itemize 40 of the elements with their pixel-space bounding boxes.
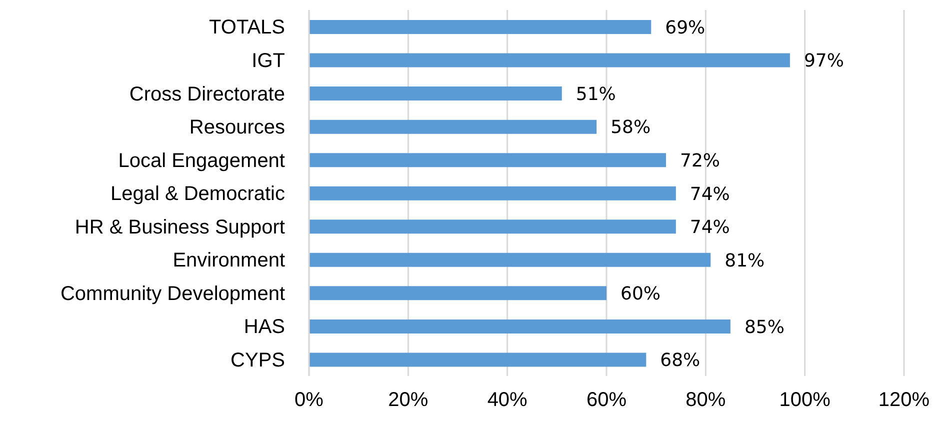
bar <box>309 220 676 234</box>
data-label: 74% <box>690 217 730 238</box>
data-label: 72% <box>680 150 720 172</box>
bar <box>309 53 790 68</box>
bar <box>309 252 711 267</box>
y-tick-label: Environment <box>172 250 286 272</box>
x-tick-label: 20% <box>388 389 428 412</box>
x-tick-label: 0% <box>294 389 324 412</box>
x-tick-label: 80% <box>686 389 726 412</box>
x-tick-label: 120% <box>878 389 930 412</box>
x-tick-label: 40% <box>487 389 528 412</box>
bar <box>309 319 730 334</box>
y-tick-label: IGT <box>252 50 285 72</box>
bar <box>309 120 597 134</box>
y-tick-label: HAS <box>244 316 285 338</box>
y-tick-label: Legal & Democratic <box>110 183 285 206</box>
data-label: 69% <box>665 17 706 38</box>
y-tick-label: Resources <box>189 116 285 139</box>
y-tick-label: TOTALS <box>209 16 285 39</box>
bar <box>309 352 646 367</box>
x-tick-label: 100% <box>779 389 831 412</box>
bar <box>309 153 666 168</box>
bar <box>309 286 606 300</box>
data-label: 81% <box>724 250 765 272</box>
x-tick-label: 60% <box>586 389 627 412</box>
y-tick-label: Community Development <box>60 282 286 305</box>
y-tick-label: Local Engagement <box>118 150 286 172</box>
data-label: 58% <box>610 117 651 138</box>
data-label: 97% <box>804 50 844 72</box>
data-label: 51% <box>576 84 616 105</box>
y-tick-label: CYPS <box>230 349 285 372</box>
y-tick-label: Cross Directorate <box>129 83 285 106</box>
bar <box>309 186 676 200</box>
data-label: 60% <box>620 284 661 305</box>
y-tick-label: HR & Business Support <box>74 216 286 238</box>
data-label: 85% <box>744 316 784 338</box>
data-label: 74% <box>690 184 730 205</box>
data-label: 68% <box>660 350 700 372</box>
bar <box>309 20 652 34</box>
bar <box>309 86 562 101</box>
